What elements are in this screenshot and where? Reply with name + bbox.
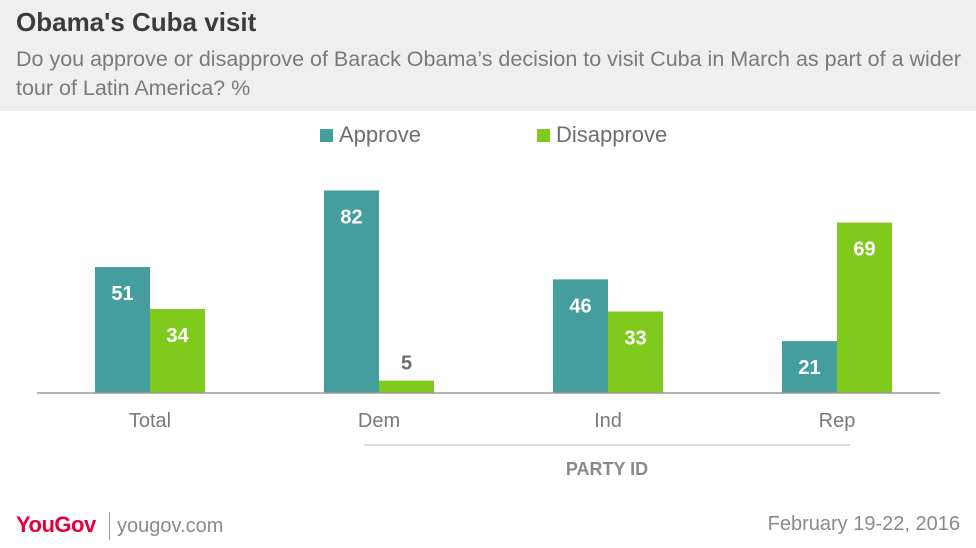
yougov-logo: YouGov (16, 512, 96, 537)
x-tick-label-rep: Rep (819, 410, 856, 432)
bar-disapprove-ind (608, 311, 663, 393)
footer-date: February 19-22, 2016 (767, 513, 960, 535)
bar-approve-total (95, 267, 150, 393)
x-tick-label-ind: Ind (594, 410, 622, 432)
footer-divider (109, 512, 110, 540)
footer-url: yougov.com (117, 515, 224, 537)
x-tick-label-total: Total (129, 410, 171, 432)
bar-disapprove-dem (379, 380, 434, 393)
data-label-disapprove-dem: 5 (401, 353, 412, 375)
legend-swatch-disapprove (537, 128, 550, 142)
data-label-disapprove-ind: 33 (624, 327, 646, 349)
legend-label-approve: Approve (339, 122, 421, 147)
data-label-disapprove-total: 34 (166, 325, 189, 347)
chart-title: Obama's Cuba visit (16, 7, 257, 37)
x-tick-label-dem: Dem (358, 410, 400, 432)
legend-item-disapprove: Disapprove (537, 120, 667, 150)
legend-swatch-approve (320, 128, 333, 142)
legend-label-disapprove: Disapprove (556, 122, 668, 147)
data-label-approve-rep: 21 (798, 357, 820, 379)
legend-item-approve: Approve (320, 120, 421, 150)
group-label-party-id: PARTY ID (566, 459, 648, 479)
chart-header: Obama's Cuba visit Do you approve or dis… (0, 0, 976, 111)
bar-disapprove-rep (837, 222, 892, 393)
bar-approve-rep (782, 341, 837, 393)
bar-disapprove-total (150, 309, 205, 393)
data-label-approve-dem: 82 (340, 206, 362, 228)
bar-approve-dem (324, 190, 379, 393)
chart-legend: Approve Disapprove (0, 120, 976, 150)
bar-chart: 51 34 Total 82 5 Dem 46 33 Ind 21 69 Rep PARTY ID (37, 190, 940, 479)
chart-subtitle: Do you approve or disapprove of Barack O… (16, 47, 961, 100)
data-label-approve-ind: 46 (569, 295, 591, 317)
bar-approve-ind (553, 279, 608, 393)
data-label-disapprove-rep: 69 (853, 239, 875, 261)
data-label-approve-total: 51 (111, 283, 133, 305)
